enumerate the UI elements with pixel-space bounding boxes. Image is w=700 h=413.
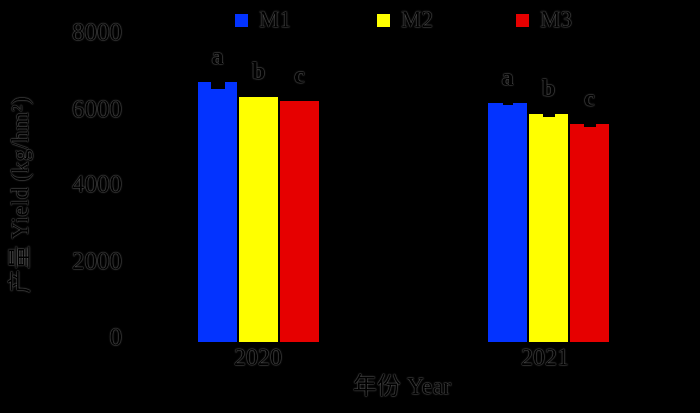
y-tick-label: 0 [109,324,123,351]
bar-m3-2021 [570,124,609,342]
y-tick-label: 2000 [72,248,122,275]
x-axis-title: 年份 Year [352,374,452,400]
legend-swatch-m1 [235,13,248,27]
legend-swatch-m3 [516,13,529,27]
legend-label: M1 [259,7,291,32]
sig-letter-m2-2020: b [251,59,266,85]
y-tick-label: 8000 [72,19,122,46]
legend-label: M2 [401,7,433,32]
error-bar-notch [211,82,225,89]
error-bar-notch [543,114,555,117]
legend-item-m3: M3 [516,6,572,34]
legend-swatch-m2 [377,13,390,27]
y-tick-label: 6000 [72,96,122,123]
legend-label: M3 [540,7,572,32]
bar-m3-2020 [280,101,319,342]
x-tick-label: 2021 [521,345,569,371]
sig-letter-m3-2021: c [584,86,595,112]
bar-m1-2020 [198,82,237,342]
y-axis-title: 产量 Yield (kg/hm²) [8,96,34,294]
legend-item-m2: M2 [377,6,433,34]
sig-letter-m1-2020: a [211,44,224,70]
sig-letter-m2-2021: b [541,76,556,102]
bar-m2-2021 [529,114,568,342]
sig-letter-m1-2021: a [501,65,514,91]
error-bar-notch [584,124,596,127]
sig-letter-m3-2020: c [294,63,305,89]
bar-m1-2021 [488,103,527,342]
error-bar-notch [503,103,513,105]
bar-m2-2020 [239,97,278,342]
y-tick-label: 4000 [72,171,122,198]
x-tick-label: 2020 [234,345,282,371]
legend-item-m1: M1 [235,6,291,34]
